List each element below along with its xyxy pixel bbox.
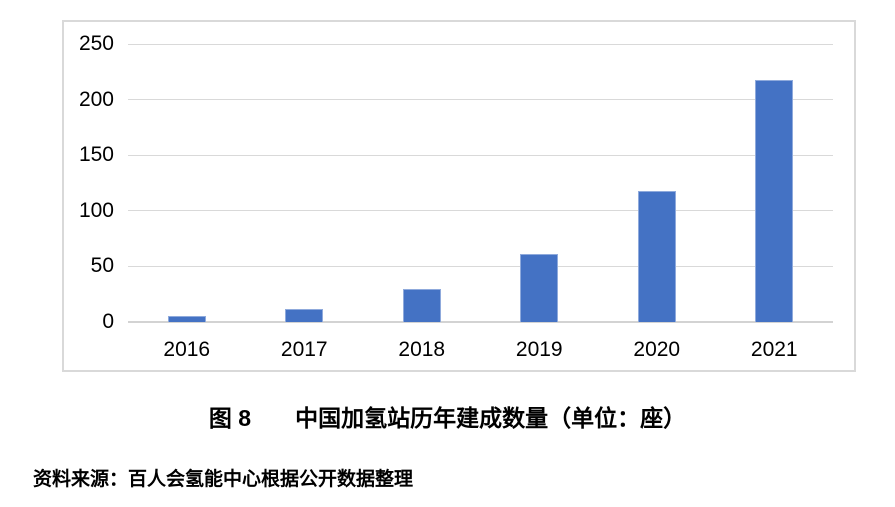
- gridline-200: [128, 99, 833, 101]
- gridline-50: [128, 265, 833, 267]
- bar-2019: [520, 254, 559, 322]
- y-tick-label-0: 0: [102, 310, 114, 333]
- figure-8-bar-chart: 0 50 100 150 200 250 2016 2017 2018 2019 2020 2021: [62, 20, 856, 372]
- bar-2021: [755, 79, 794, 322]
- bar-2020: [637, 190, 676, 322]
- x-tick-label-2018: 2018: [398, 338, 446, 361]
- plot-area: 0 50 100 150 200 250 2016 2017 2018 2019 2020 2021: [79, 32, 833, 361]
- gridline-100: [128, 210, 833, 212]
- bar-2017: [285, 308, 324, 322]
- x-tick-label-2020: 2020: [633, 338, 681, 361]
- y-tick-label-250: 250: [78, 32, 114, 55]
- y-tick-label-100: 100: [78, 198, 114, 222]
- bar-2018: [402, 288, 441, 322]
- figure-title: 中国加氢站历年建成数量（单位：座）: [295, 405, 687, 431]
- x-tick-label-2019: 2019: [515, 338, 563, 361]
- figure-caption: 图 8 中国加氢站历年建成数量（单位：座）: [0, 399, 895, 433]
- y-tick-label-150: 150: [78, 143, 114, 167]
- y-tick-label-50: 50: [90, 254, 114, 278]
- y-tick-label-200: 200: [78, 87, 114, 111]
- gridline-250: [128, 43, 833, 45]
- gridline-150: [128, 154, 833, 156]
- figure-number-label: 图 8: [208, 405, 252, 431]
- x-axis-line: [128, 321, 833, 323]
- x-tick-label-2016: 2016: [163, 338, 211, 361]
- bar-2016: [167, 316, 206, 322]
- x-tick-label-2017: 2017: [280, 338, 328, 361]
- data-source-note: 资料来源：百人会氢能中心根据公开数据整理: [33, 469, 414, 490]
- x-tick-label-2021: 2021: [750, 338, 798, 361]
